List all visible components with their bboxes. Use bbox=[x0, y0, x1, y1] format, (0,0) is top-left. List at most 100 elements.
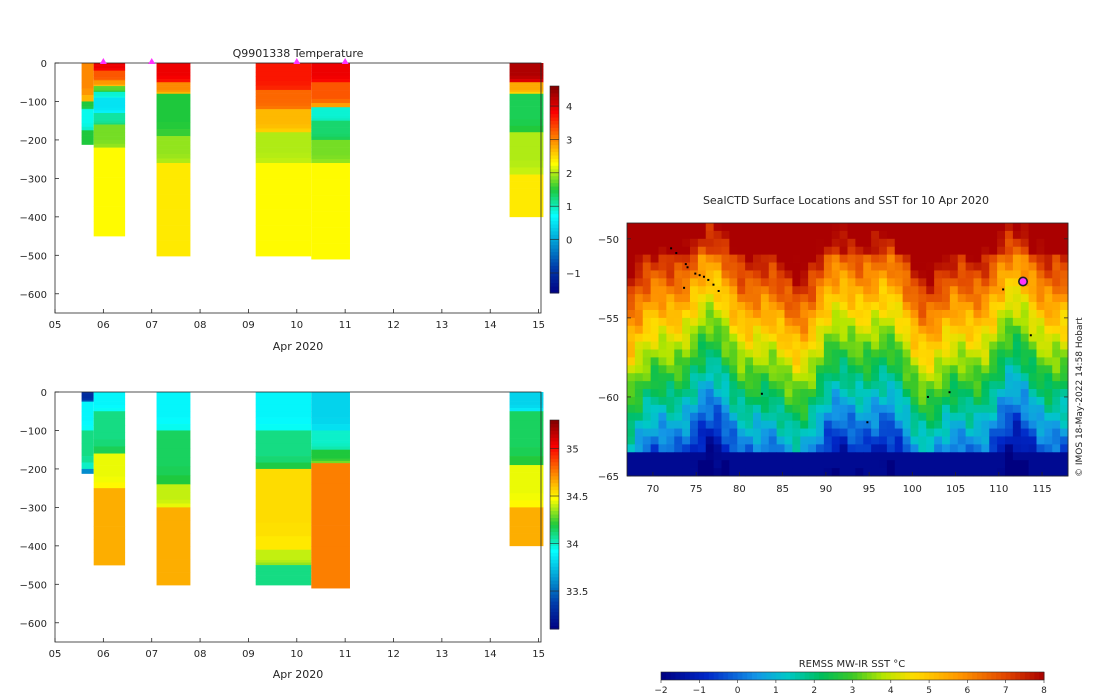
sst-cell bbox=[634, 349, 644, 358]
profile-cell bbox=[156, 140, 191, 146]
sst-cell bbox=[792, 270, 801, 279]
sst-cell bbox=[792, 357, 801, 366]
sst-cell bbox=[627, 341, 636, 350]
sst-cell bbox=[760, 396, 770, 406]
profile-cell bbox=[81, 411, 94, 417]
sst-cell bbox=[894, 420, 904, 429]
sst-cell bbox=[910, 246, 919, 256]
sst-cell bbox=[926, 468, 935, 477]
sst-cell bbox=[989, 412, 998, 422]
sst-cell bbox=[1012, 412, 1022, 422]
sst-cell bbox=[894, 349, 904, 358]
sst-cell bbox=[1036, 460, 1045, 469]
profile-cell bbox=[509, 472, 544, 480]
sst-cell bbox=[745, 223, 754, 232]
sst-cell bbox=[973, 246, 982, 256]
sst-cell bbox=[729, 349, 738, 358]
sst-cell bbox=[737, 254, 746, 263]
sst-cell bbox=[768, 254, 778, 263]
sst-cell bbox=[1036, 349, 1045, 358]
sst-cell bbox=[1028, 294, 1037, 303]
sst-cell bbox=[1036, 436, 1045, 445]
profile-cell bbox=[255, 559, 312, 563]
sst-cell bbox=[1020, 396, 1030, 406]
sst-cell bbox=[981, 278, 990, 287]
sst-cell bbox=[871, 317, 880, 327]
sst-cell bbox=[934, 444, 943, 453]
profile-cell bbox=[93, 65, 126, 68]
sst-cell bbox=[926, 317, 935, 327]
sst-cell bbox=[1060, 460, 1069, 469]
profile-cell bbox=[156, 158, 191, 164]
sst-cell bbox=[768, 412, 778, 422]
sst-cell bbox=[823, 404, 833, 414]
sst-cell bbox=[1012, 317, 1022, 327]
profile-cell bbox=[93, 459, 126, 466]
sst-cell bbox=[745, 230, 754, 240]
map-y-tick-label: −55 bbox=[598, 314, 619, 325]
sst-cell bbox=[776, 246, 785, 256]
sst-cell bbox=[973, 325, 982, 335]
sst-cell bbox=[949, 278, 959, 287]
sst-cell bbox=[729, 428, 738, 437]
sst-cell bbox=[737, 349, 746, 358]
sst-cell bbox=[989, 420, 998, 429]
sst-colorbar-cell bbox=[795, 672, 801, 680]
sst-cell bbox=[997, 436, 1006, 445]
sst-cell bbox=[839, 428, 848, 437]
sst-cell bbox=[957, 420, 967, 429]
sst-cell bbox=[658, 349, 667, 358]
sst-cell bbox=[808, 452, 817, 461]
sst-cell bbox=[690, 317, 699, 327]
sst-cell bbox=[792, 349, 801, 358]
profile-cell bbox=[311, 127, 350, 131]
sst-cell bbox=[1020, 246, 1030, 256]
sst-cell bbox=[745, 262, 754, 271]
sst-cell bbox=[926, 246, 935, 256]
sst-cell bbox=[1020, 444, 1030, 453]
sst-cell bbox=[918, 468, 927, 477]
colorbar-cell bbox=[550, 192, 559, 197]
profile-cell bbox=[93, 136, 126, 141]
profile-cell bbox=[93, 68, 126, 70]
sst-cell bbox=[666, 389, 675, 398]
profile-cell bbox=[509, 479, 544, 487]
sst-cell bbox=[627, 404, 636, 414]
profile-cell bbox=[509, 132, 544, 140]
profile-cell bbox=[156, 559, 191, 573]
sst-cell bbox=[886, 333, 896, 342]
colorbar-cell bbox=[550, 165, 559, 170]
sst-cell bbox=[997, 294, 1006, 303]
sst-colorbar-cell bbox=[718, 672, 724, 680]
sst-cell bbox=[855, 436, 864, 445]
sst-cell bbox=[768, 325, 778, 335]
sst-cell bbox=[934, 317, 943, 327]
sst-cell bbox=[855, 302, 864, 311]
sst-cell bbox=[1005, 223, 1014, 232]
sst-cell bbox=[894, 246, 904, 256]
sst-cell bbox=[792, 341, 801, 350]
sst-cell bbox=[650, 389, 659, 398]
profile-cell bbox=[93, 408, 126, 412]
map-x-tick-label: 80 bbox=[733, 484, 746, 495]
colorbar-cell bbox=[550, 92, 559, 97]
profile-cell bbox=[509, 82, 544, 85]
sst-cell bbox=[1005, 302, 1014, 311]
colorbar-cell bbox=[550, 451, 559, 456]
sst-cell bbox=[879, 357, 888, 366]
sst-cell bbox=[855, 381, 864, 390]
profile-cell bbox=[255, 76, 312, 82]
profile-cell bbox=[509, 89, 544, 93]
sst-cell bbox=[760, 460, 770, 469]
profile-cell bbox=[93, 88, 126, 91]
profile-cell bbox=[81, 400, 94, 402]
sst-cell bbox=[705, 270, 715, 279]
colorbar-cell bbox=[550, 601, 559, 606]
sst-cell bbox=[768, 420, 778, 429]
colorbar-cell bbox=[550, 538, 559, 543]
sst-cell bbox=[863, 223, 872, 232]
map-x-tick-label: 95 bbox=[863, 484, 876, 495]
sst-cell bbox=[721, 373, 730, 382]
sst-cell bbox=[634, 238, 644, 248]
sst-cell bbox=[839, 381, 848, 390]
